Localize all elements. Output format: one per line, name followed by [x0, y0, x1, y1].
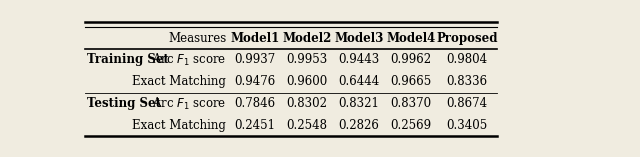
Text: 0.6444: 0.6444 — [339, 75, 380, 88]
Text: 0.9953: 0.9953 — [286, 53, 328, 66]
Text: 0.8370: 0.8370 — [390, 97, 431, 110]
Text: 0.8674: 0.8674 — [446, 97, 488, 110]
Text: 0.9937: 0.9937 — [234, 53, 275, 66]
Text: 0.9443: 0.9443 — [339, 53, 380, 66]
Text: Proposed: Proposed — [436, 32, 498, 45]
Text: 0.8302: 0.8302 — [287, 97, 328, 110]
Text: 0.7846: 0.7846 — [234, 97, 275, 110]
Text: 0.9600: 0.9600 — [286, 75, 328, 88]
Text: Exact Matching: Exact Matching — [132, 119, 227, 132]
Text: Model1: Model1 — [230, 32, 280, 45]
Text: 0.9804: 0.9804 — [446, 53, 488, 66]
Text: Arc $F_1$ score: Arc $F_1$ score — [152, 95, 227, 111]
Text: Testing Set: Testing Set — [88, 97, 161, 110]
Text: Model4: Model4 — [387, 32, 436, 45]
Text: Exact Matching: Exact Matching — [132, 75, 227, 88]
Text: 0.8321: 0.8321 — [339, 97, 380, 110]
Text: 0.8336: 0.8336 — [446, 75, 488, 88]
Text: 0.2826: 0.2826 — [339, 119, 380, 132]
Text: 0.9476: 0.9476 — [234, 75, 275, 88]
Text: Measures: Measures — [168, 32, 227, 45]
Text: 0.2451: 0.2451 — [234, 119, 275, 132]
Text: Training Set: Training Set — [88, 53, 170, 66]
Text: Model3: Model3 — [334, 32, 384, 45]
Text: 0.9665: 0.9665 — [390, 75, 432, 88]
Text: 0.9962: 0.9962 — [390, 53, 431, 66]
Text: 0.3405: 0.3405 — [446, 119, 488, 132]
Text: 0.2569: 0.2569 — [390, 119, 431, 132]
Text: 0.2548: 0.2548 — [287, 119, 328, 132]
Text: Model2: Model2 — [282, 32, 332, 45]
Text: Arc $F_1$ score: Arc $F_1$ score — [152, 52, 227, 68]
